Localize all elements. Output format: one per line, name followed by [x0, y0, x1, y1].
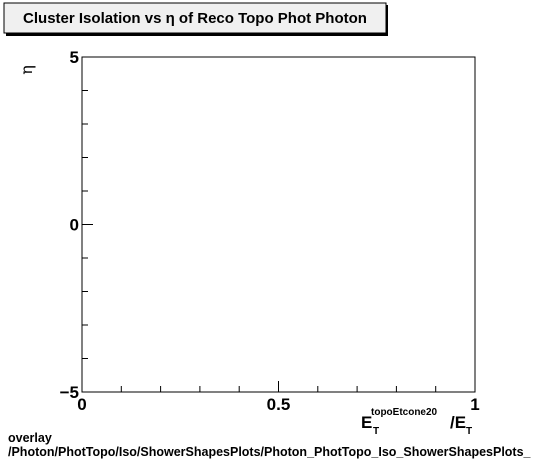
y-axis-label: η	[17, 65, 36, 75]
y-tick-label: 0	[70, 216, 79, 235]
axis-tick-labels: 0 0.5 150−5	[60, 48, 480, 414]
x-axis-label: E T topoEtcone20 /E T	[361, 407, 472, 437]
plot-frame	[81, 56, 476, 393]
chart-title: Cluster Isolation vs η of Reco Topo Phot…	[23, 10, 367, 27]
footer-line-1: overlay	[8, 431, 52, 445]
y-tick-label: 5	[70, 48, 79, 67]
x-axis-label-sub: T	[373, 426, 379, 437]
title-box: Cluster Isolation vs η of Reco Topo Phot…	[3, 2, 388, 36]
footer-line-2: /Photon/PhotTopo/Iso/ShowerShapesPlots/P…	[8, 445, 531, 459]
x-axis-label-sup: topoEtcone20	[371, 407, 438, 418]
title-box-frame	[3, 2, 387, 34]
axis-ticks	[81, 56, 476, 393]
x-tick-label: 0	[77, 395, 86, 414]
x-axis-label-main: E	[361, 413, 372, 432]
y-tick-label: −5	[60, 383, 79, 402]
x-tick-label: 1	[470, 395, 479, 414]
x-tick-label: 0.5	[267, 395, 291, 414]
x-axis-label-divider: /E	[450, 413, 466, 432]
x-axis-label-divider-sub: T	[466, 426, 472, 437]
